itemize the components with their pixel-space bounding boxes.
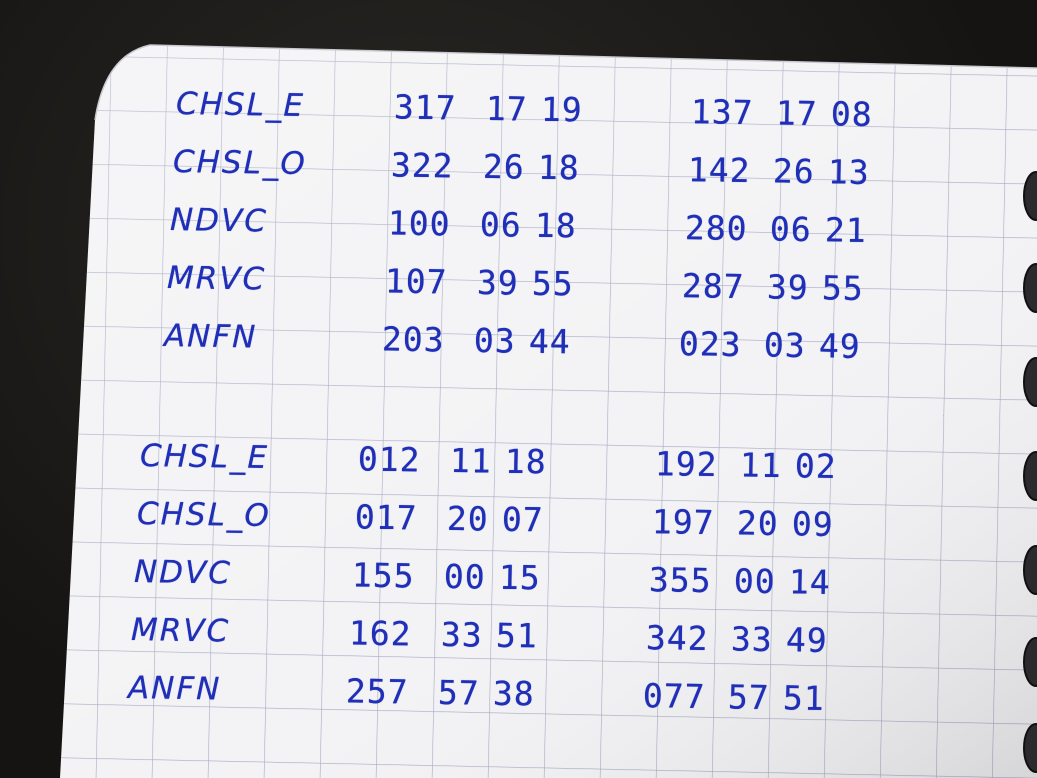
station-label: MRVC: [130, 612, 231, 650]
table-row: MRVC 107 39 55 287 39 55: [167, 252, 928, 316]
angle-value: 49: [818, 326, 861, 366]
angle-value: 03: [763, 325, 806, 366]
angle-value: 15: [498, 557, 542, 598]
angle-value: 11: [449, 440, 493, 481]
angle-value: 44: [528, 321, 572, 362]
station-label: MRVC: [166, 260, 267, 298]
angle-value: 08: [830, 94, 873, 134]
angle-value: 11: [739, 445, 782, 486]
angle-value: 39: [476, 262, 520, 303]
table-row: CHSL_O 017 20 07 197 20 09: [137, 488, 898, 552]
angle-value: 142: [687, 150, 751, 191]
angle-value: 012: [357, 439, 421, 480]
table-row: CHSL_O 322 26 18 142 26 13: [173, 136, 934, 200]
angle-value: 137: [690, 92, 754, 133]
table-row: ANFN 203 03 44 023 03 49: [164, 310, 925, 374]
angle-value: 162: [348, 613, 412, 654]
angle-value: 57: [437, 672, 481, 713]
angle-value: 155: [351, 555, 415, 596]
angle-value: 02: [794, 446, 837, 486]
station-label: NDVC: [169, 202, 269, 240]
angle-value: 287: [681, 266, 745, 307]
angle-value: 55: [821, 268, 864, 308]
station-label: NDVC: [133, 554, 233, 592]
angle-value: 33: [440, 614, 484, 655]
angle-value: 17: [775, 93, 818, 134]
angle-value: 18: [537, 147, 581, 188]
station-label: CHSL_O: [172, 144, 308, 183]
angle-value: 197: [651, 502, 715, 543]
angle-value: 57: [727, 677, 770, 718]
angle-value: 017: [354, 497, 418, 538]
angle-value: 14: [788, 562, 831, 602]
angle-value: 21: [824, 210, 867, 250]
angle-value: 39: [766, 267, 809, 308]
angle-value: 20: [446, 498, 490, 539]
angle-value: 077: [642, 676, 706, 717]
angle-value: 26: [482, 146, 526, 187]
angle-value: 355: [648, 560, 712, 601]
angle-value: 06: [479, 204, 523, 245]
angle-value: 342: [645, 618, 709, 659]
angle-value: 023: [678, 324, 742, 365]
angle-value: 100: [387, 203, 451, 244]
angle-value: 00: [733, 561, 776, 602]
angle-value: 257: [345, 671, 409, 712]
angle-value: 38: [492, 673, 536, 714]
table-row: MRVC 162 33 51 342 33 49: [131, 604, 892, 668]
angle-value: 203: [381, 319, 445, 360]
angle-value: 19: [540, 89, 584, 130]
angle-value: 00: [443, 556, 487, 597]
table-row: ANFN 257 57 38 077 57 51: [128, 662, 889, 726]
station-label: CHSL_O: [136, 496, 272, 535]
angle-value: 33: [730, 619, 773, 660]
angle-value: 49: [785, 620, 828, 660]
angle-value: 317: [393, 87, 457, 128]
angle-value: 20: [736, 503, 779, 544]
angle-value: 51: [782, 678, 825, 718]
station-label: ANFN: [163, 318, 258, 356]
station-label: CHSL_E: [139, 438, 270, 477]
angle-value: 322: [390, 145, 454, 186]
angle-value: 03: [473, 320, 517, 361]
angle-value: 51: [495, 615, 539, 656]
angle-value: 13: [827, 152, 870, 192]
table-row: CHSL_E 012 11 18 192 11 02: [140, 430, 901, 494]
angle-value: 26: [772, 151, 815, 192]
table-row: CHSL_E 317 17 19 137 17 08: [176, 78, 937, 142]
table-row: NDVC 100 06 18 280 06 21: [170, 194, 931, 258]
table-row: NDVC 155 00 15 355 00 14: [134, 546, 895, 610]
angle-value: 18: [504, 441, 548, 482]
angle-value: 18: [534, 205, 578, 246]
angle-value: 17: [485, 88, 529, 129]
angle-value: 280: [684, 208, 748, 249]
angle-value: 09: [791, 504, 834, 544]
station-label: CHSL_E: [175, 86, 306, 125]
angle-value: 07: [501, 499, 545, 540]
angle-value: 107: [384, 261, 448, 302]
angle-value: 06: [769, 209, 812, 250]
angle-value: 192: [654, 444, 718, 485]
station-label: ANFN: [127, 670, 222, 708]
angle-value: 55: [531, 263, 575, 304]
